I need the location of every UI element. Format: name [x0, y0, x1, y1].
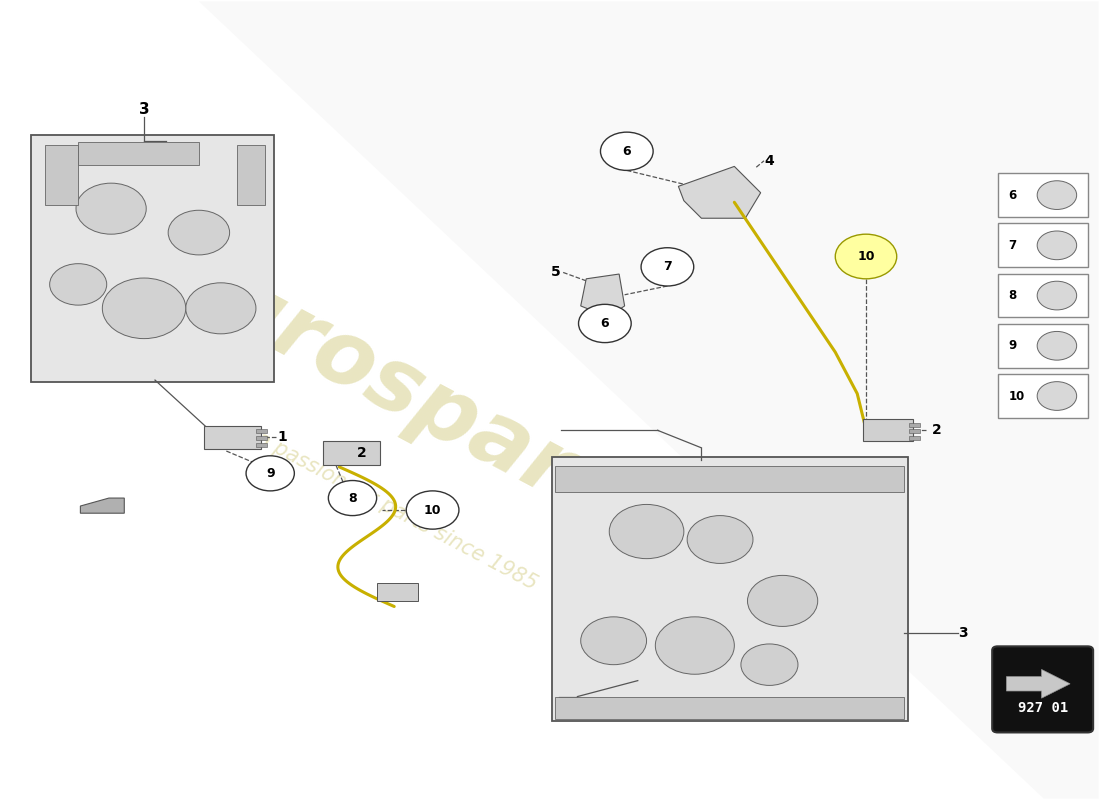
Text: 8: 8	[1009, 289, 1016, 302]
Text: 2: 2	[932, 423, 942, 438]
Circle shape	[609, 505, 684, 558]
Bar	[909, 430, 920, 434]
Text: 7: 7	[1009, 239, 1016, 252]
Circle shape	[50, 264, 107, 305]
FancyBboxPatch shape	[552, 458, 908, 722]
Text: 10: 10	[424, 503, 441, 517]
Circle shape	[748, 575, 817, 626]
Circle shape	[102, 278, 186, 338]
Text: 10: 10	[1009, 390, 1025, 402]
Text: 2: 2	[356, 446, 366, 461]
Bar	[556, 466, 904, 492]
Bar	[909, 423, 920, 427]
Circle shape	[1037, 282, 1077, 310]
FancyBboxPatch shape	[998, 374, 1088, 418]
Circle shape	[1037, 382, 1077, 410]
Text: 3: 3	[139, 102, 150, 117]
Bar	[323, 442, 379, 466]
Circle shape	[688, 515, 754, 563]
Bar	[862, 419, 913, 442]
Circle shape	[601, 132, 653, 170]
Text: a passion for parts since 1985: a passion for parts since 1985	[253, 429, 540, 594]
Polygon shape	[80, 498, 124, 514]
Bar	[256, 436, 267, 440]
Bar	[238, 145, 265, 205]
Bar	[256, 443, 267, 447]
Bar	[256, 429, 267, 433]
FancyBboxPatch shape	[998, 274, 1088, 318]
Text: 3: 3	[958, 626, 968, 640]
FancyBboxPatch shape	[998, 223, 1088, 267]
FancyBboxPatch shape	[31, 134, 274, 382]
Circle shape	[835, 234, 896, 279]
Text: 4: 4	[764, 154, 773, 168]
Circle shape	[641, 248, 694, 286]
Circle shape	[406, 491, 459, 529]
Circle shape	[1037, 331, 1077, 360]
Text: 6: 6	[623, 145, 631, 158]
Bar	[909, 436, 920, 440]
Text: 10: 10	[857, 250, 874, 263]
Text: 5: 5	[551, 266, 561, 279]
Circle shape	[579, 304, 631, 342]
Bar	[376, 583, 418, 601]
Circle shape	[741, 644, 798, 686]
Circle shape	[168, 210, 230, 255]
Circle shape	[656, 617, 735, 674]
Circle shape	[329, 481, 376, 515]
Circle shape	[1037, 181, 1077, 210]
Bar	[45, 145, 78, 205]
Bar	[205, 426, 262, 450]
Polygon shape	[1006, 670, 1070, 698]
Text: 9: 9	[266, 467, 275, 480]
Polygon shape	[199, 2, 1099, 798]
Text: 9: 9	[1009, 339, 1016, 352]
Text: 6: 6	[1009, 189, 1016, 202]
Text: 927 01: 927 01	[1018, 701, 1068, 714]
FancyBboxPatch shape	[992, 646, 1093, 733]
Text: 1: 1	[278, 430, 287, 445]
Text: eurospares: eurospares	[150, 230, 686, 570]
Circle shape	[186, 283, 256, 334]
Bar	[556, 697, 904, 719]
Polygon shape	[679, 166, 761, 218]
Polygon shape	[581, 274, 625, 317]
Text: 8: 8	[349, 491, 356, 505]
Bar	[78, 142, 199, 165]
Text: 6: 6	[601, 317, 609, 330]
Circle shape	[76, 183, 146, 234]
Text: 7: 7	[663, 260, 672, 274]
Circle shape	[581, 617, 647, 665]
FancyBboxPatch shape	[998, 173, 1088, 217]
FancyBboxPatch shape	[998, 324, 1088, 368]
Circle shape	[1037, 231, 1077, 260]
Circle shape	[246, 456, 295, 491]
